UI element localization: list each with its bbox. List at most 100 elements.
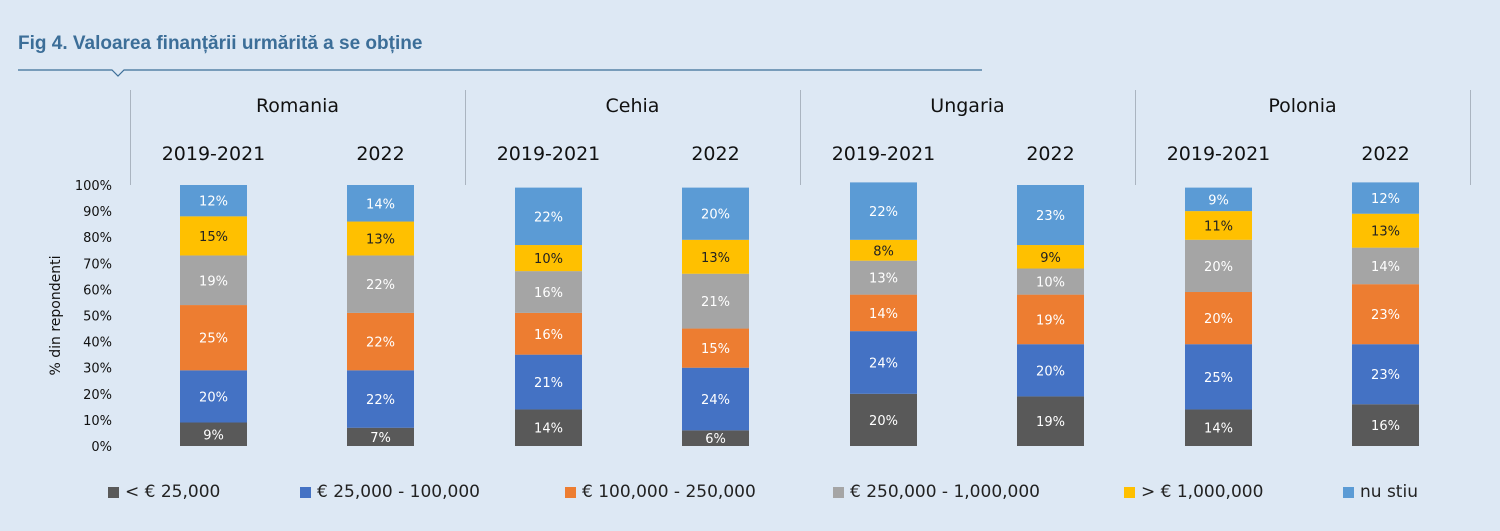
bar-segment — [850, 239, 917, 261]
data-label: 25% — [199, 332, 228, 347]
bar-segment — [682, 430, 749, 446]
data-label: 25% — [1204, 371, 1233, 386]
data-label: 22% — [366, 336, 395, 351]
period-label: 2019-2021 — [162, 143, 266, 165]
bar-segment — [1352, 404, 1419, 446]
data-label: 20% — [1036, 364, 1065, 379]
bar-segment — [347, 185, 414, 222]
group-label-cehia: Cehia — [606, 95, 660, 117]
bar-segment — [1352, 284, 1419, 345]
period-label: 2022 — [691, 143, 739, 165]
data-label: 23% — [1371, 308, 1400, 323]
bar-segment — [682, 367, 749, 431]
data-label: 11% — [1204, 219, 1233, 234]
bar-segment — [180, 422, 247, 446]
data-label: 20% — [1204, 260, 1233, 275]
legend-label: nu stiu — [1360, 482, 1418, 502]
bar-segment — [180, 185, 247, 217]
chart-title: Fig 4. Valoarea finanțării urmărită a se… — [18, 33, 423, 54]
data-label: 7% — [370, 431, 391, 446]
data-label: 22% — [869, 205, 898, 220]
bar-segment — [1017, 344, 1084, 397]
data-label: 24% — [869, 356, 898, 371]
bar-segment — [1185, 187, 1252, 212]
legend-item: > € 1,000,000 — [1124, 482, 1263, 502]
legend-item: € 25,000 - 100,000 — [300, 482, 480, 502]
data-label: 14% — [869, 307, 898, 322]
bar-segment — [850, 331, 917, 394]
y-tick-label: 70% — [83, 257, 112, 272]
y-tick-label: 0% — [91, 440, 112, 455]
data-label: 14% — [1204, 422, 1233, 437]
legend-swatch — [1343, 486, 1354, 498]
data-label: 15% — [199, 230, 228, 245]
y-tick-label: 50% — [83, 310, 112, 325]
bar-segment — [1017, 396, 1084, 446]
bar-segment — [850, 393, 917, 446]
legend-label: > € 1,000,000 — [1141, 482, 1264, 502]
period-label: 2019-2021 — [832, 143, 936, 165]
title-underline — [18, 69, 982, 77]
bar-segment — [180, 216, 247, 256]
bar-segment — [1017, 185, 1084, 246]
bar-segment — [515, 312, 582, 355]
data-label: 19% — [1036, 313, 1065, 328]
bar-segment — [1185, 239, 1252, 293]
data-label: 21% — [701, 295, 730, 310]
data-label: 19% — [1036, 415, 1065, 430]
bar-segment — [682, 328, 749, 368]
bar-segment — [850, 294, 917, 332]
data-label: 21% — [534, 376, 563, 391]
group-label-polonia: Polonia — [1268, 95, 1336, 117]
legend-label: € 100,000 - 250,000 — [582, 482, 756, 502]
data-label: 24% — [701, 393, 730, 408]
bar-segment — [1185, 344, 1252, 410]
bar-segment — [850, 260, 917, 295]
y-tick-label: 90% — [83, 205, 112, 220]
data-label: 9% — [1208, 193, 1229, 208]
data-label: 16% — [534, 286, 563, 301]
legend-item: < € 25,000 — [108, 482, 220, 502]
bar-segment — [1185, 409, 1252, 446]
bar-segment — [1185, 292, 1252, 345]
group-label-romania: Romania — [256, 95, 339, 117]
bar-segment — [180, 255, 247, 306]
data-label: 22% — [366, 393, 395, 408]
bar-segment — [515, 271, 582, 313]
bar-segment — [515, 187, 582, 246]
data-label: 8% — [873, 244, 894, 259]
data-label: 16% — [1371, 419, 1400, 434]
data-label: 22% — [366, 278, 395, 293]
data-label: 13% — [701, 251, 730, 266]
data-label: 13% — [366, 233, 395, 248]
period-label: 2019-2021 — [1167, 143, 1271, 165]
bar-segment — [180, 370, 247, 423]
data-label: 10% — [534, 252, 563, 267]
legend-item: nu stiu — [1343, 482, 1418, 502]
bar-segment — [1017, 268, 1084, 295]
y-tick-label: 10% — [83, 414, 112, 429]
bar-segment — [347, 312, 414, 371]
legend-label: € 25,000 - 100,000 — [317, 482, 480, 502]
data-label: 15% — [701, 342, 730, 357]
data-label: 14% — [1371, 260, 1400, 275]
period-label: 2022 — [1361, 143, 1409, 165]
y-tick-label: 100% — [75, 179, 112, 194]
legend-swatch — [833, 486, 844, 498]
y-tick-label: 20% — [83, 388, 112, 403]
data-label: 19% — [199, 274, 228, 289]
bar-segment — [347, 427, 414, 446]
y-tick-label: 80% — [83, 231, 112, 246]
data-label: 22% — [534, 210, 563, 225]
bar-segment — [515, 409, 582, 446]
chart-legend: < € 25,000 € 25,000 - 100,000 € 100,000 - … — [0, 482, 1500, 506]
bar-segment — [1352, 182, 1419, 214]
data-label: 12% — [1371, 192, 1400, 207]
y-tick-label: 40% — [83, 336, 112, 351]
bar-segment — [1352, 247, 1419, 285]
bar-segment — [347, 221, 414, 256]
bar-segment — [850, 182, 917, 240]
legend-swatch — [1124, 486, 1135, 498]
data-label: 20% — [199, 390, 228, 405]
bar-segment — [682, 187, 749, 240]
